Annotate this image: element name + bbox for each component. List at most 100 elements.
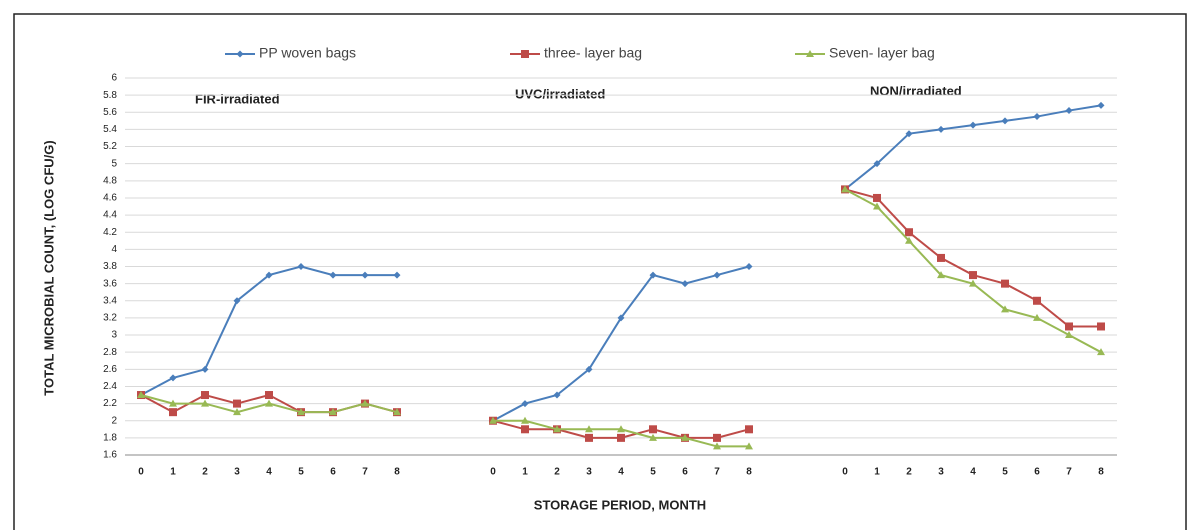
legend-label: three- layer bag xyxy=(544,45,642,61)
y-tick-label: 5.4 xyxy=(103,124,117,135)
marker xyxy=(937,125,945,133)
marker xyxy=(617,433,625,442)
marker xyxy=(1001,279,1009,288)
marker xyxy=(1097,322,1105,331)
marker xyxy=(361,271,369,279)
marker xyxy=(553,391,561,399)
marker xyxy=(169,374,177,382)
x-tick-label: 1 xyxy=(170,467,176,478)
marker xyxy=(201,399,209,407)
marker xyxy=(905,130,913,138)
y-tick-label: 1.6 xyxy=(103,450,117,461)
x-tick-label: 2 xyxy=(906,467,912,478)
x-tick-label: 3 xyxy=(234,467,240,478)
y-tick-label: 2.2 xyxy=(103,398,117,409)
x-tick-label: 2 xyxy=(554,467,560,478)
marker xyxy=(937,253,945,262)
x-tick-label: 7 xyxy=(1066,467,1072,478)
marker xyxy=(937,271,945,279)
marker xyxy=(713,271,721,279)
x-tick-label: 3 xyxy=(938,467,944,478)
marker xyxy=(649,425,657,434)
frame xyxy=(13,13,1187,530)
marker xyxy=(1001,305,1009,313)
marker xyxy=(905,228,913,237)
x-tick-label: 1 xyxy=(874,467,880,478)
marker xyxy=(1097,348,1105,356)
marker xyxy=(297,263,305,270)
series-line xyxy=(140,188,1101,439)
marker xyxy=(201,391,209,400)
marker xyxy=(521,425,529,434)
marker xyxy=(649,433,657,441)
y-tick-label: 6 xyxy=(111,73,117,84)
x-tick-label: 2 xyxy=(202,467,208,478)
marker xyxy=(393,271,401,279)
series-line xyxy=(140,104,1102,422)
marker xyxy=(713,442,721,450)
y-tick-label: 2 xyxy=(111,415,117,426)
marker xyxy=(265,391,273,400)
marker xyxy=(745,425,753,434)
x-tick-label: 7 xyxy=(362,467,368,478)
x-tick-label: 4 xyxy=(970,467,976,478)
x-tick-label: 1 xyxy=(522,467,528,478)
x-tick-label: 3 xyxy=(586,467,592,478)
marker xyxy=(617,425,625,433)
marker xyxy=(393,408,401,416)
y-tick-label: 1.8 xyxy=(103,433,117,444)
y-axis-label: TOTAL MICROBIAL COUNT, (LOG CFU/G) xyxy=(41,140,56,395)
marker xyxy=(169,399,177,407)
x-tick-label: 8 xyxy=(394,467,400,478)
x-tick-label: 4 xyxy=(618,467,624,478)
marker xyxy=(969,271,977,280)
marker xyxy=(585,425,593,433)
legend-label: PP woven bags xyxy=(259,45,356,61)
x-tick-label: 5 xyxy=(1002,467,1008,478)
marker xyxy=(873,202,881,210)
y-tick-label: 5.2 xyxy=(103,141,117,152)
y-tick-label: 4.2 xyxy=(103,227,117,238)
marker xyxy=(969,279,977,287)
y-tick-label: 4 xyxy=(111,244,117,255)
marker xyxy=(521,416,529,424)
x-tick-label: 4 xyxy=(266,467,272,478)
marker xyxy=(681,433,689,441)
marker xyxy=(236,50,244,58)
marker xyxy=(1065,331,1073,339)
y-tick-label: 2.6 xyxy=(103,364,117,375)
y-tick-label: 5 xyxy=(111,158,117,169)
marker xyxy=(649,271,657,279)
marker xyxy=(1033,296,1041,305)
y-tick-label: 2.4 xyxy=(103,381,117,392)
marker xyxy=(617,314,625,322)
marker xyxy=(873,193,881,202)
marker xyxy=(806,50,814,57)
y-tick-label: 4.4 xyxy=(103,210,117,221)
marker xyxy=(297,408,305,416)
marker xyxy=(521,400,529,408)
marker xyxy=(329,408,337,416)
x-tick-label: 0 xyxy=(842,467,848,478)
marker xyxy=(1033,113,1041,121)
marker xyxy=(873,160,881,168)
x-tick-label: 6 xyxy=(1034,467,1040,478)
marker xyxy=(713,433,721,442)
marker xyxy=(201,365,209,373)
y-tick-label: 5.8 xyxy=(103,90,117,101)
marker xyxy=(265,399,273,407)
annotation: UVC/irradiated xyxy=(515,86,605,101)
marker xyxy=(233,297,241,305)
marker xyxy=(905,236,913,244)
annotation: NON/irradiated xyxy=(870,83,962,98)
y-tick-label: 2.8 xyxy=(103,347,117,358)
marker xyxy=(1065,322,1073,331)
legend-label: Seven- layer bag xyxy=(829,45,935,61)
marker xyxy=(137,391,145,399)
y-tick-label: 3.4 xyxy=(103,295,117,306)
y-tick-label: 3.6 xyxy=(103,278,117,289)
marker xyxy=(329,271,337,279)
marker xyxy=(489,416,497,424)
marker xyxy=(1065,107,1073,115)
marker xyxy=(585,433,593,442)
